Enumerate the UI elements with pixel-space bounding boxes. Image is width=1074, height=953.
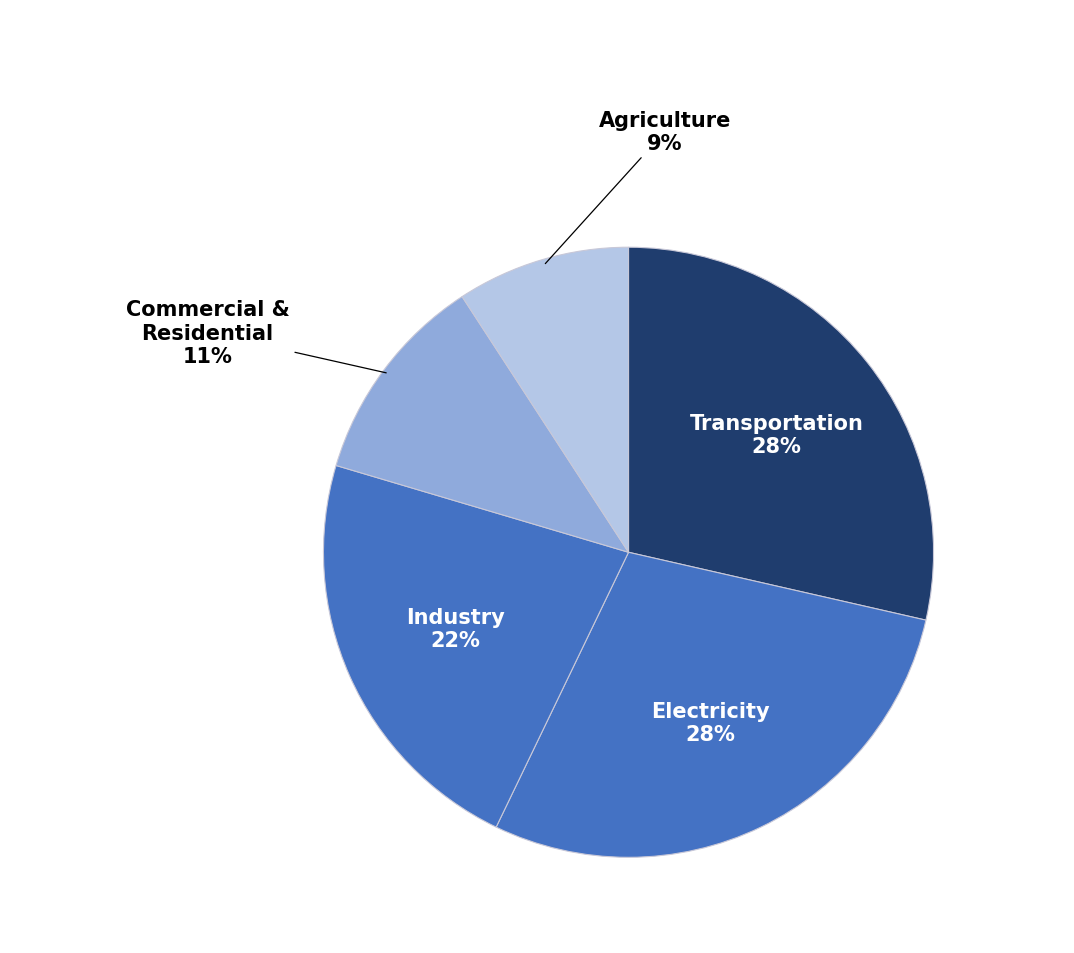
Text: Electricity
28%: Electricity 28% [651,701,770,744]
Text: Commercial &
Residential
11%: Commercial & Residential 11% [126,300,387,374]
Wedge shape [628,248,933,620]
Wedge shape [323,466,628,827]
Wedge shape [336,297,628,553]
Wedge shape [462,248,628,553]
Text: Transportation
28%: Transportation 28% [690,414,863,456]
Text: Industry
22%: Industry 22% [406,608,505,651]
Text: Agriculture
9%: Agriculture 9% [546,111,731,264]
Wedge shape [496,553,926,858]
